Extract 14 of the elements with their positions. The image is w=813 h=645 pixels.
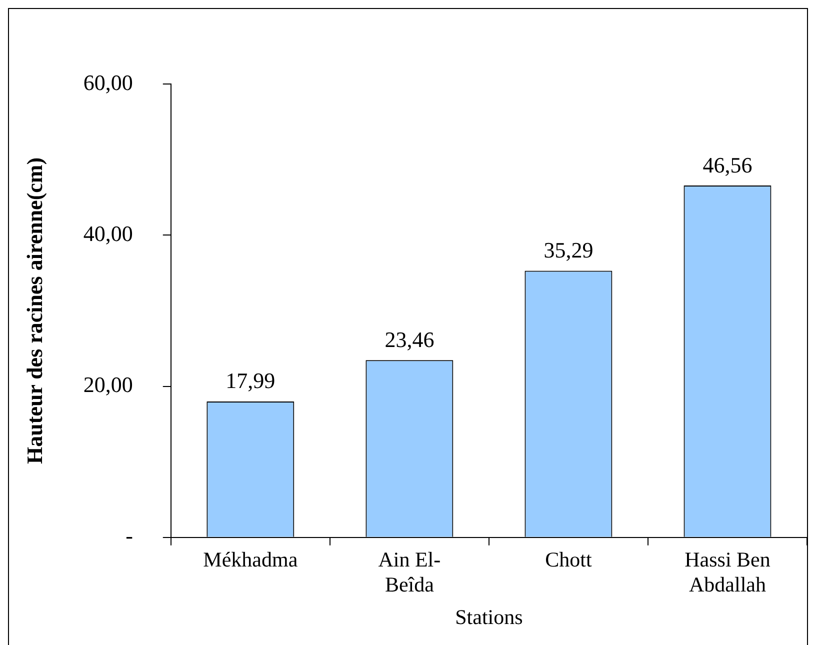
y-axis-title: Hauteur des racines airenne(cm)	[22, 157, 47, 464]
y-tick-label: 40,00	[83, 220, 133, 246]
data-label: 17,99	[226, 368, 276, 394]
x-tick-label: Ain El-Beîda	[378, 548, 441, 597]
data-label: 46,56	[702, 152, 752, 178]
y-tick-label: -	[126, 523, 133, 548]
x-tick-label: Mékhadma	[203, 548, 298, 572]
x-tick-label: Hassi Ben Abdallah	[684, 548, 771, 597]
y-tick-label: 20,00	[83, 372, 133, 398]
data-label: 23,46	[384, 326, 434, 352]
x-tick-label: Chott	[545, 548, 592, 572]
x-axis-title: Stations	[455, 604, 523, 629]
data-label: 35,29	[544, 238, 594, 263]
y-tick-label: 60,00	[83, 70, 133, 95]
